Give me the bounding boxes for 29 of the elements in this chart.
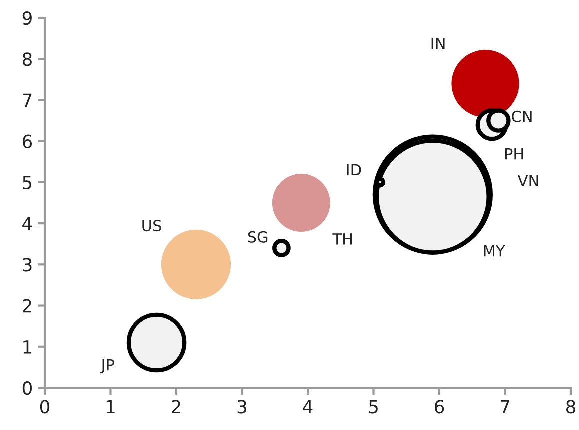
x-tick-label: 2 [172,400,180,414]
x-tick-label: 8 [566,400,576,414]
series-label: JP [100,359,114,374]
y-tick-label: 3 [23,258,32,272]
series-label: PH [505,148,524,160]
y-tick-label: 8 [22,52,32,66]
series-label: IN [432,38,445,50]
x-tick-label: 5 [369,400,378,414]
series-label: US [142,220,162,232]
x-tick-label: 3 [238,400,247,414]
y-tick-label: 5 [23,176,32,190]
x-tick-label: 7 [500,400,510,414]
y-tick-label: 1 [24,340,32,354]
x-tick-label: 4 [303,400,313,414]
series-label: MY [484,245,506,257]
y-tick-label: 7 [23,94,32,108]
x-tick-label: 6 [435,400,444,414]
series-label: CN [512,110,532,122]
x-tick-label: 0 [40,400,50,414]
x-tick-label: 1 [106,400,115,414]
series-label: SG [248,231,268,243]
y-tick-label: 0 [22,381,32,396]
y-tick-label: 2 [23,299,32,313]
y-tick-label: 9 [22,11,32,26]
y-tick-label: 4 [22,217,32,230]
series-label: ID [347,164,362,176]
series-label: VN [518,175,538,186]
y-tick-label: 6 [22,134,32,148]
series-label: TH [332,234,352,245]
